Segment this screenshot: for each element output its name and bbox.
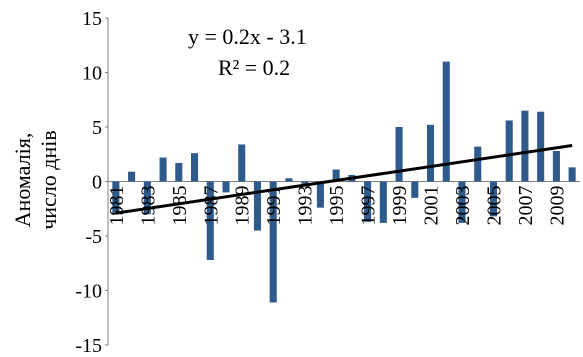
- bar: [222, 181, 230, 193]
- x-tick-label: 1987: [200, 186, 222, 226]
- bar: [552, 150, 560, 182]
- bar: [190, 153, 199, 182]
- bar: [364, 181, 372, 222]
- y-axis-label: Аномалія, число днів: [10, 130, 61, 230]
- x-tick-label: 1981: [106, 186, 128, 226]
- bar: [332, 169, 340, 182]
- x-tick-label: 1989: [232, 186, 254, 226]
- y-tick-label: -15: [75, 335, 102, 357]
- y-axis-label-line1: Аномалія,: [10, 133, 35, 228]
- x-tick-label: 1997: [358, 186, 380, 226]
- trend-r-squared: R² = 0.2: [218, 55, 290, 80]
- trend-line: [115, 144, 573, 215]
- y-tick-label: 15: [82, 8, 102, 30]
- x-tick-label: 1999: [389, 186, 411, 226]
- x-tick-label: 2007: [515, 186, 537, 226]
- bar: [285, 178, 293, 182]
- bar: [316, 181, 324, 208]
- bar: [301, 181, 309, 184]
- bar: [253, 181, 262, 231]
- y-axis-label-line2: число днів: [36, 130, 61, 230]
- x-tick-label: 2001: [421, 186, 443, 226]
- x-tick-label: 1983: [137, 186, 159, 226]
- bar: [474, 146, 482, 182]
- y-tick-label: 5: [92, 117, 102, 139]
- x-tick-label: 1995: [326, 186, 348, 226]
- bar: [489, 181, 498, 217]
- bar: [521, 110, 529, 182]
- x-tick-label: 1991: [263, 186, 285, 226]
- bar: [411, 181, 419, 198]
- x-tick-label: 2003: [452, 186, 474, 226]
- bar: [128, 171, 136, 182]
- trend-equation: y = 0.2x - 3.1: [188, 24, 307, 49]
- y-axis-ticks: 15 10 5 0 -5 -10 -15: [75, 8, 108, 357]
- x-tick-label: 2009: [546, 186, 568, 226]
- bar: [238, 144, 246, 182]
- y-tick-label: -10: [75, 281, 102, 303]
- bar: [175, 162, 183, 182]
- bar: [143, 181, 151, 215]
- x-tick-label: 2005: [483, 186, 505, 226]
- bar: [426, 124, 435, 182]
- bars: [112, 61, 576, 303]
- x-axis-ticks: 1981 1983 1985 1987 1989 1991 1993 1995 1997 1999…: [106, 186, 569, 226]
- y-tick-label: 0: [92, 172, 102, 194]
- bar: [442, 61, 450, 182]
- bar: [395, 127, 403, 182]
- x-tick-label: 1993: [295, 186, 317, 226]
- bar: [379, 181, 387, 223]
- bar: [568, 167, 576, 182]
- y-tick-label: -5: [85, 226, 102, 248]
- bar: [505, 120, 513, 182]
- bar: [269, 181, 277, 303]
- bar: [537, 111, 545, 182]
- bar: [159, 157, 167, 182]
- bar: [112, 181, 120, 215]
- y-tick-label: 10: [82, 63, 102, 85]
- x-tick-label: 1985: [169, 186, 191, 226]
- bar: [458, 181, 466, 223]
- bar: [206, 181, 214, 260]
